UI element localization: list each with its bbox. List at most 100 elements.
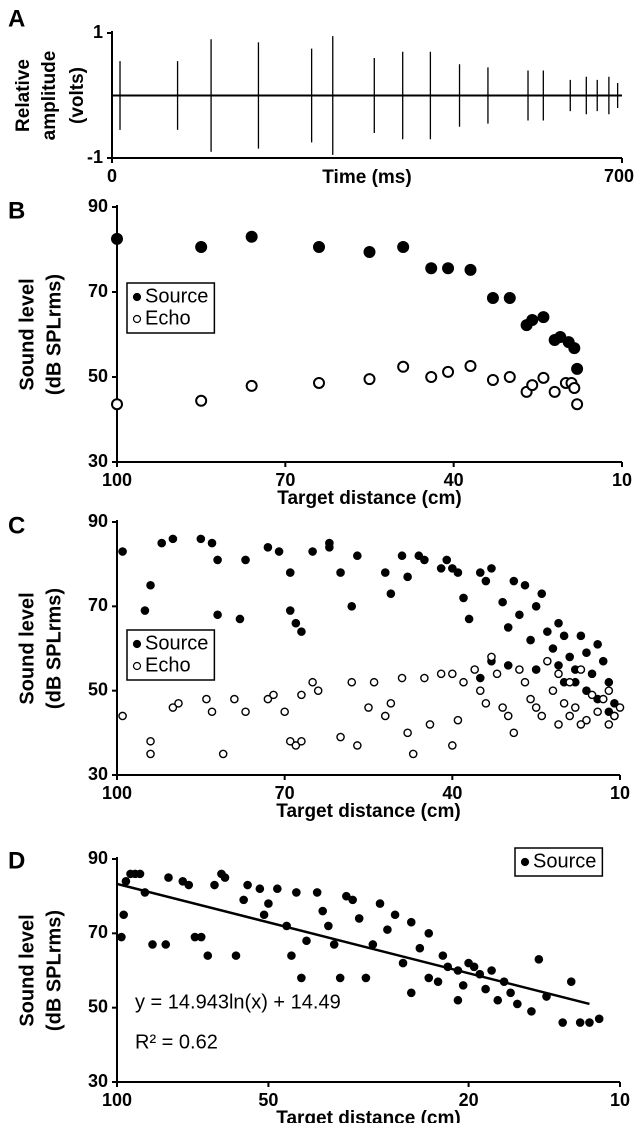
point	[406, 917, 416, 927]
point	[513, 999, 522, 1009]
point	[243, 880, 252, 890]
point	[111, 232, 123, 245]
x-tick-label: 700	[604, 166, 634, 186]
point	[390, 910, 400, 920]
point	[531, 665, 541, 674]
point	[554, 669, 563, 679]
point	[558, 1018, 567, 1027]
point	[526, 635, 535, 645]
point	[375, 899, 385, 908]
point	[571, 362, 584, 375]
x-tick-label: 100	[102, 1090, 132, 1110]
point	[554, 618, 563, 628]
point	[436, 669, 446, 679]
point	[264, 899, 273, 908]
point	[336, 732, 345, 742]
point	[458, 981, 468, 990]
point	[174, 699, 183, 708]
point	[368, 940, 378, 949]
point	[308, 677, 317, 687]
point	[195, 240, 208, 253]
legend-marker	[132, 639, 142, 649]
point	[582, 648, 591, 658]
point	[273, 884, 282, 894]
point	[414, 551, 424, 561]
point	[537, 589, 547, 598]
legend-marker	[132, 314, 142, 324]
x-axis-label: Target distance (cm)	[277, 488, 461, 509]
point	[297, 973, 306, 983]
y-tick-label: 1	[93, 22, 103, 42]
point	[241, 555, 250, 565]
point	[220, 873, 230, 882]
point	[202, 694, 211, 704]
y-axis-label: Sound level	[16, 278, 38, 390]
point	[515, 610, 524, 620]
point	[594, 1014, 604, 1024]
point	[386, 589, 396, 598]
point	[353, 741, 362, 750]
point	[481, 576, 491, 586]
point	[469, 962, 479, 972]
point	[157, 538, 167, 548]
point	[408, 749, 418, 759]
point	[313, 686, 323, 695]
point	[487, 564, 496, 573]
point	[526, 314, 539, 327]
x-axis-label: Time (ms)	[322, 167, 411, 188]
point	[297, 627, 306, 636]
point	[542, 992, 551, 1001]
point	[308, 547, 317, 556]
point	[543, 656, 552, 666]
point	[575, 1018, 585, 1027]
point	[196, 534, 206, 544]
y-tick-label: 50	[88, 996, 108, 1016]
point	[263, 543, 273, 552]
point	[448, 564, 457, 573]
x-tick-label: 100	[102, 783, 132, 803]
y-axis-label: Sound level	[16, 914, 38, 1026]
x-tick-label: 70	[275, 783, 295, 803]
point	[369, 677, 379, 687]
point	[336, 568, 345, 577]
point	[481, 984, 490, 994]
point	[161, 940, 171, 949]
point	[587, 690, 597, 700]
point	[503, 623, 513, 632]
point	[548, 686, 558, 695]
point	[302, 936, 311, 946]
point	[380, 711, 390, 721]
point	[297, 690, 306, 700]
point	[509, 728, 519, 738]
point	[548, 385, 561, 398]
point	[509, 576, 519, 586]
point	[231, 951, 241, 960]
point	[526, 694, 535, 704]
point	[312, 888, 322, 897]
point	[324, 921, 333, 931]
point	[527, 1007, 536, 1016]
point	[218, 749, 228, 759]
point	[475, 969, 485, 979]
y-axis-label: Sound level	[16, 592, 38, 704]
point	[353, 551, 362, 561]
point	[415, 943, 425, 953]
point	[213, 555, 222, 565]
point	[568, 342, 581, 355]
point	[506, 988, 515, 998]
point	[347, 677, 357, 687]
legend-label: Source	[145, 632, 208, 654]
point	[297, 736, 306, 746]
point	[453, 995, 463, 1005]
point	[593, 639, 602, 649]
point	[118, 547, 127, 556]
point	[363, 373, 376, 386]
y-axis-label: (dB SPLrms)	[43, 588, 65, 709]
point	[140, 606, 150, 615]
point	[615, 703, 625, 712]
panel-letter: C	[8, 512, 25, 539]
point	[335, 973, 345, 983]
point	[203, 951, 213, 960]
point	[398, 958, 408, 968]
point	[397, 673, 407, 683]
